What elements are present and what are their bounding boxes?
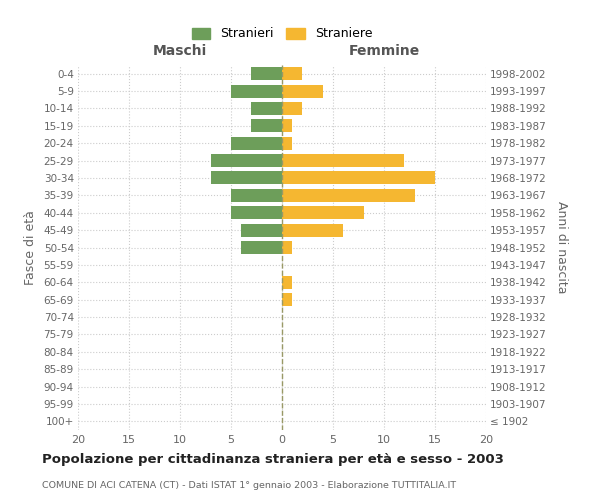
Text: Popolazione per cittadinanza straniera per età e sesso - 2003: Popolazione per cittadinanza straniera p… [42,452,504,466]
Bar [282,67,302,80]
Bar [282,206,364,220]
Bar [251,120,282,132]
Text: Maschi: Maschi [153,44,207,58]
Bar [241,241,282,254]
Bar [231,84,282,98]
Bar [211,172,282,184]
Bar [282,224,343,236]
Bar [231,136,282,149]
Text: COMUNE DI ACI CATENA (CT) - Dati ISTAT 1° gennaio 2003 - Elaborazione TUTTITALIA: COMUNE DI ACI CATENA (CT) - Dati ISTAT 1… [42,480,456,490]
Legend: Stranieri, Straniere: Stranieri, Straniere [191,28,373,40]
Y-axis label: Anni di nascita: Anni di nascita [555,201,568,294]
Bar [251,102,282,115]
Bar [231,206,282,220]
Bar [282,241,292,254]
Bar [282,120,292,132]
Bar [282,189,415,202]
Text: Femmine: Femmine [349,44,419,58]
Bar [282,136,292,149]
Bar [282,102,302,115]
Bar [282,154,404,167]
Bar [211,154,282,167]
Y-axis label: Fasce di età: Fasce di età [23,210,37,285]
Bar [282,293,292,306]
Bar [282,172,435,184]
Bar [241,224,282,236]
Bar [231,189,282,202]
Bar [282,84,323,98]
Bar [282,276,292,289]
Bar [251,67,282,80]
